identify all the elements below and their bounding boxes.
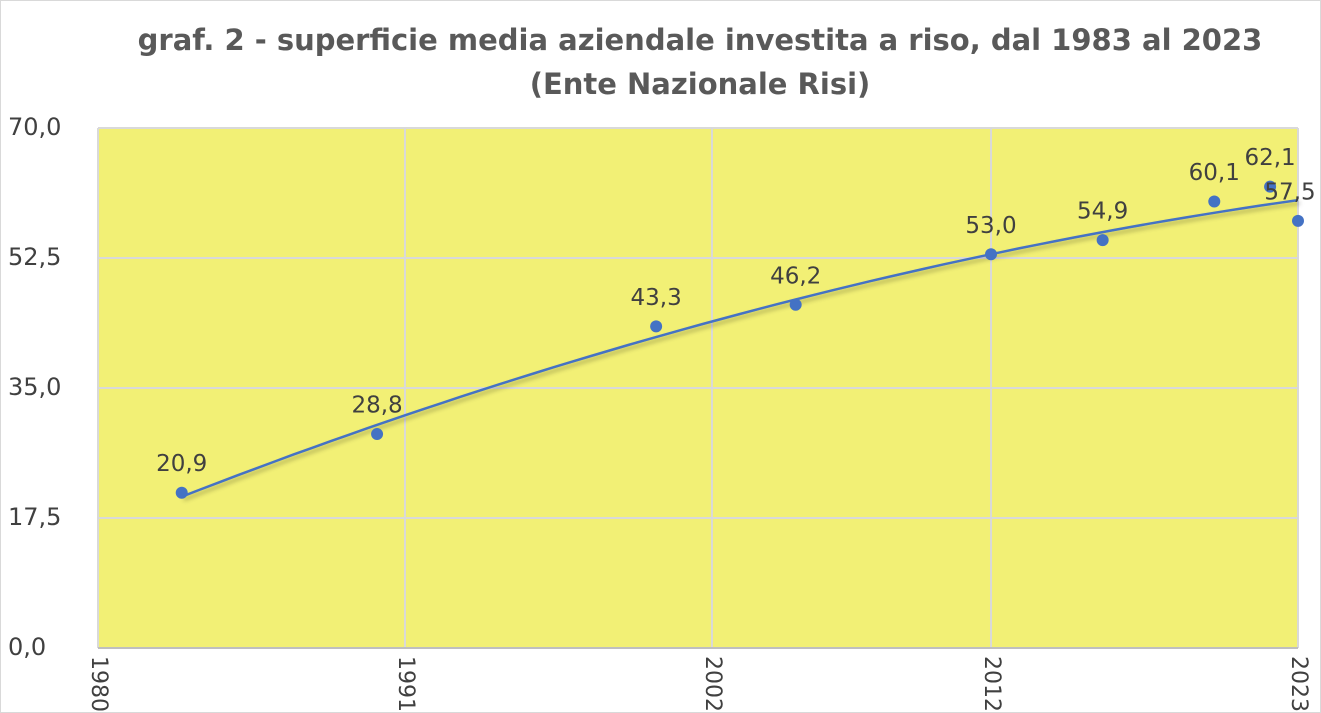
- x-tick-label: 1991: [393, 656, 418, 712]
- data-point: [1208, 195, 1221, 208]
- chart-title: graf. 2 - superficie media aziendale inv…: [138, 23, 1263, 57]
- value-label: 60,1: [1189, 160, 1240, 186]
- data-point: [985, 248, 998, 261]
- value-label: 43,3: [631, 285, 682, 311]
- value-label: 20,9: [156, 451, 207, 477]
- value-label: 46,2: [770, 263, 821, 289]
- value-label: 28,8: [351, 393, 402, 419]
- data-point: [1264, 180, 1277, 193]
- value-label: 57,5: [1264, 179, 1315, 205]
- data-point: [371, 428, 384, 441]
- value-label: 54,9: [1077, 199, 1128, 225]
- data-point: [1292, 214, 1304, 227]
- value-label: 62,1: [1244, 145, 1295, 171]
- x-tick-label: 2012: [979, 656, 1004, 712]
- x-tick-label: 1980: [86, 656, 111, 712]
- trend-line: [181, 198, 1299, 498]
- value-label: 53,0: [965, 213, 1016, 239]
- y-tick-label: 0,0: [8, 633, 46, 661]
- data-point: [789, 298, 802, 311]
- data-point: [650, 320, 663, 333]
- y-tick-label: 52,5: [8, 243, 61, 271]
- chart-title: (Ente Nazionale Risi): [530, 67, 871, 101]
- data-point: [1096, 234, 1109, 247]
- y-tick-label: 17,5: [8, 503, 61, 531]
- data-point: [175, 486, 188, 499]
- y-tick-label: 70,0: [8, 113, 61, 141]
- x-tick-label: 2002: [700, 656, 725, 712]
- x-tick-label: 2023: [1286, 656, 1311, 712]
- y-tick-label: 35,0: [8, 373, 61, 401]
